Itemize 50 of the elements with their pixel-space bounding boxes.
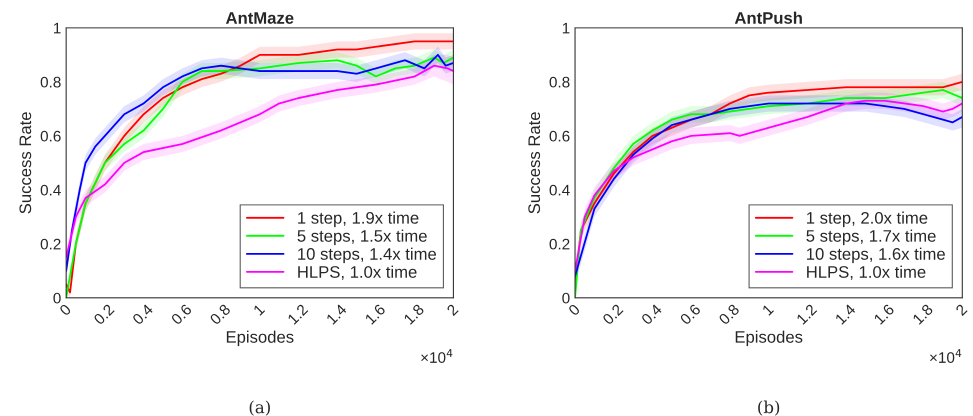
x-tick-label: 0.8	[718, 303, 740, 326]
x-axis-title: Episodes	[226, 330, 294, 346]
x-tick-label: 0.2	[602, 304, 624, 326]
x-tick-label: 0.2	[93, 304, 115, 326]
x-tick-label: 1.2	[796, 304, 818, 325]
legend-label: 1 step, 2.0x time	[807, 212, 928, 228]
x-tick-label: 2	[955, 304, 968, 316]
y-tick-label: 1	[54, 22, 61, 34]
chart-title: AntMaze	[226, 12, 294, 24]
y-tick-label: 0.2	[550, 238, 570, 250]
x-tick-label: 1.4	[834, 303, 856, 325]
legend-label: 10 steps, 1.6x time	[807, 248, 945, 264]
x-tick-label: 1.2	[287, 304, 308, 325]
x-tick-label: 1.6	[364, 303, 386, 325]
x-axis-title: Episodes	[736, 330, 802, 346]
y-tick-label: 0.8	[40, 76, 61, 88]
x-tick-label: 0.6	[679, 303, 702, 326]
legend-label: 5 steps, 1.7x time	[806, 230, 936, 246]
x-tick-label: 0.6	[170, 303, 192, 326]
x-tick-label: 1.8	[403, 303, 425, 325]
x-tick-label: 0.4	[132, 303, 154, 326]
text: ×10$^{4}$	[421, 349, 452, 363]
x-tick-label: 1	[252, 304, 266, 316]
y-tick-label: 0.4	[40, 184, 61, 196]
y-tick-label: 0.8	[550, 76, 570, 88]
legend-label: 10 steps, 1.4x time	[298, 248, 436, 264]
x-tick-label: 2	[446, 304, 459, 316]
x-tick-label: 1	[762, 304, 774, 316]
x-tick-label: 1.6	[873, 303, 895, 325]
y-axis-title: Success Rate	[528, 112, 540, 214]
y-tick-label: 0	[53, 292, 61, 304]
x-tick-label: 0.8	[209, 303, 232, 326]
legend-label: 1 step, 1.9x time	[298, 212, 418, 228]
x-tick-label: 0.4	[640, 303, 663, 326]
y-tick-label: 0.6	[40, 130, 61, 142]
y-axis-title: Success Rate	[19, 112, 32, 214]
y-tick-label: 0.6	[550, 130, 570, 142]
y-tick-label: 0	[562, 292, 570, 304]
y-tick-label: 0.2	[40, 238, 61, 250]
legend-label: HLPS, 1.0x time	[298, 266, 417, 280]
legend-label: HLPS, 1.0x time	[807, 266, 926, 280]
legend-label: 5 steps, 1.5x time	[298, 230, 427, 246]
x-tick-label: 1.8	[912, 303, 934, 325]
y-tick-label: 1	[562, 22, 570, 34]
x-tick-label: 1.4	[326, 303, 348, 325]
y-tick-label: 0.4	[550, 184, 570, 196]
text: (b)	[758, 400, 780, 416]
chart-title: AntPush	[734, 12, 802, 24]
text: ×10$^{4}$	[930, 349, 962, 363]
text: (a)	[250, 400, 270, 416]
